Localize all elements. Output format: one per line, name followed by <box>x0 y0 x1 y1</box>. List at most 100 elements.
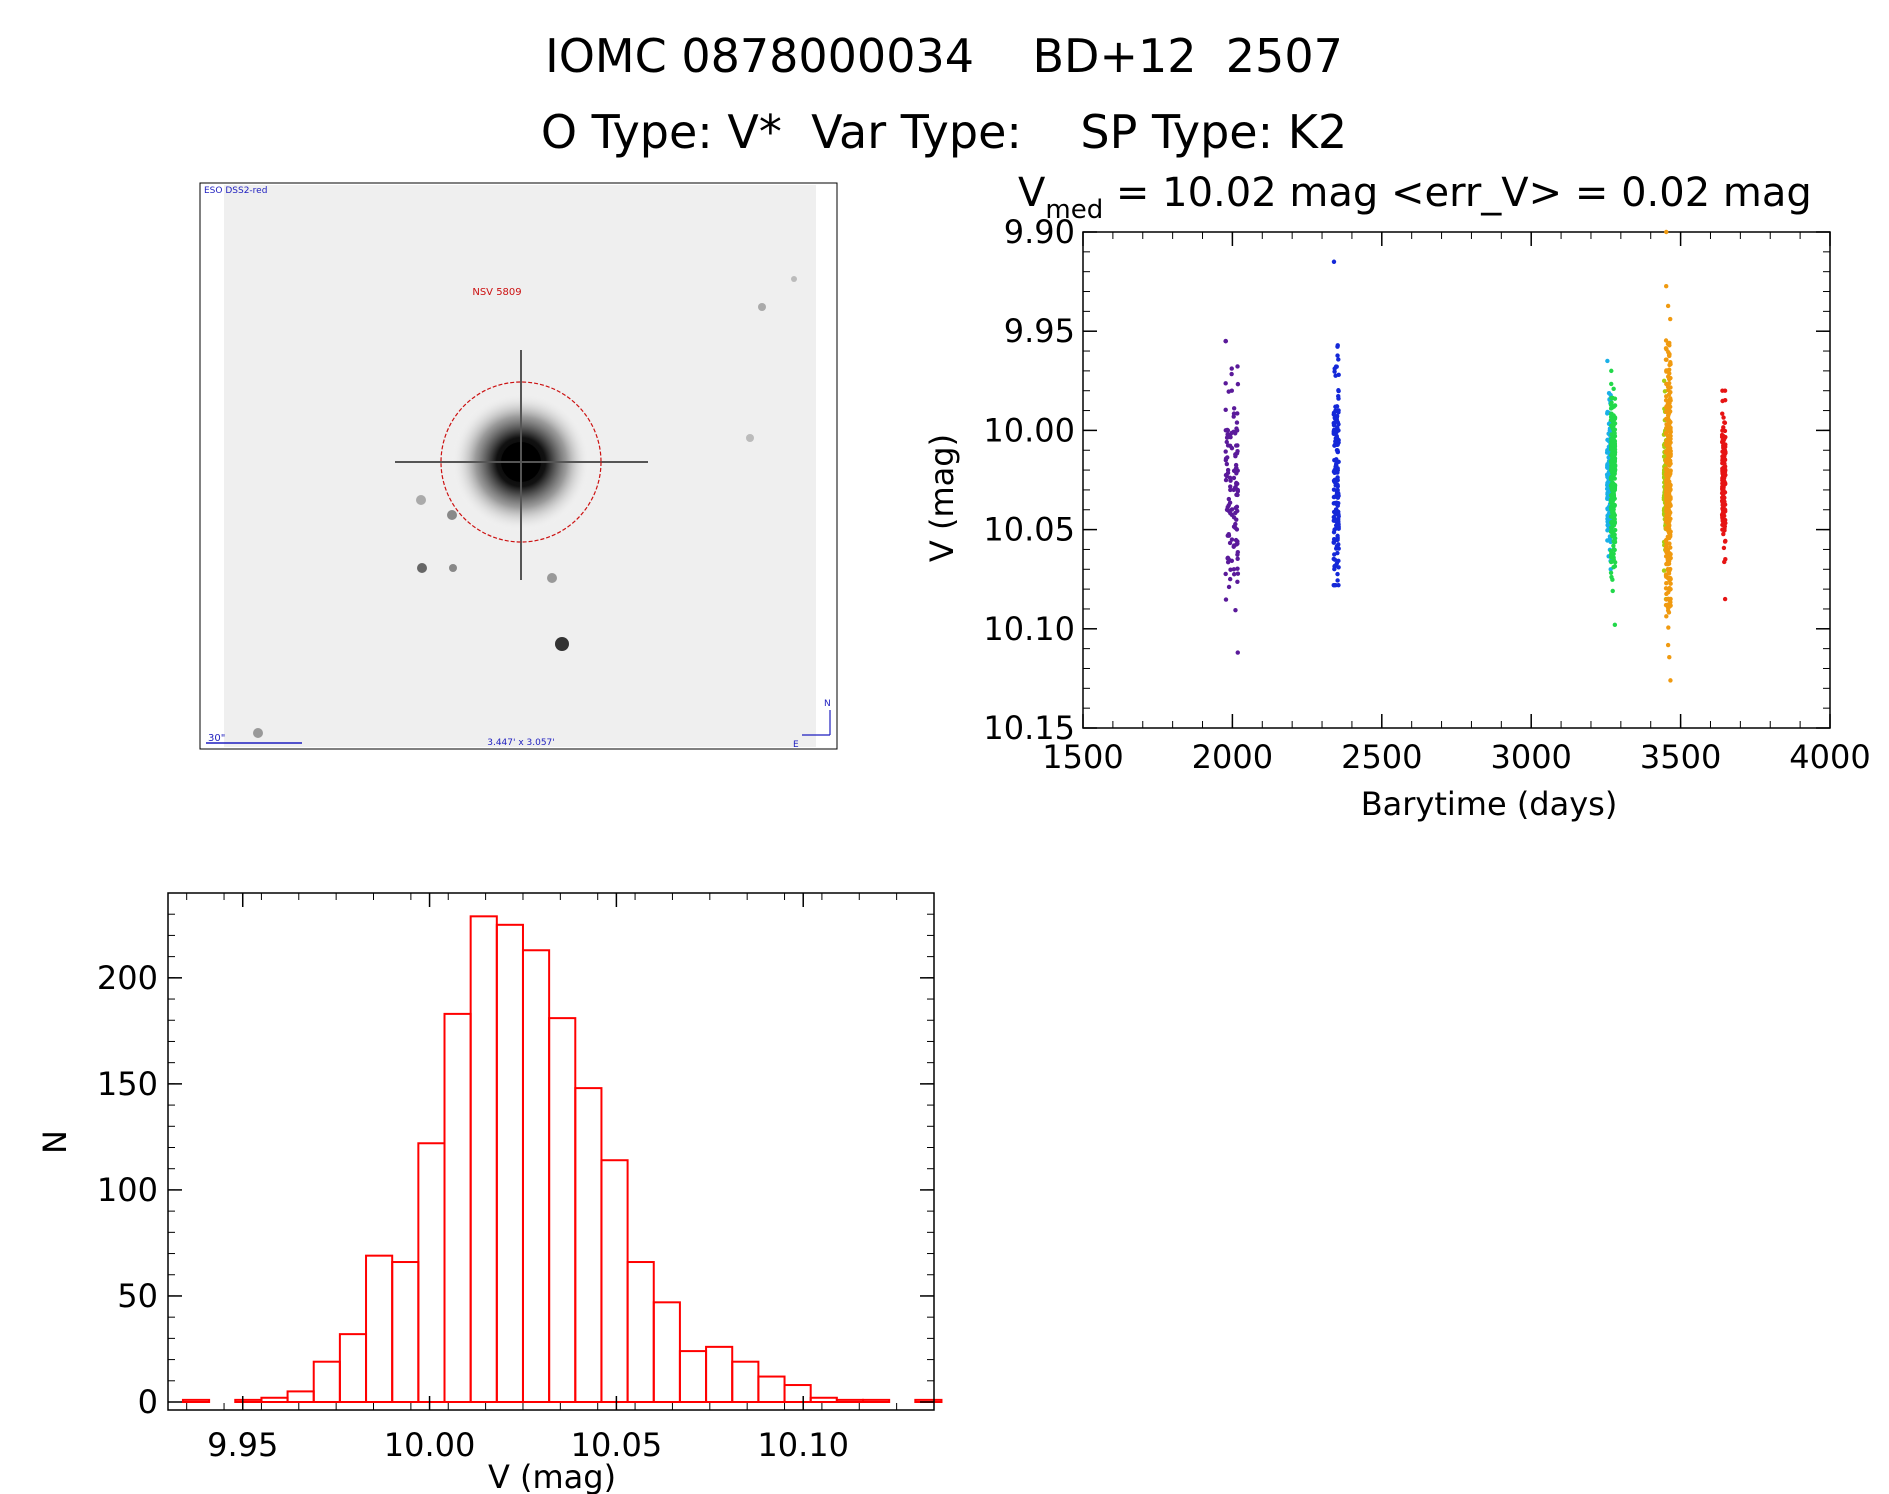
data-point <box>1723 556 1728 562</box>
data-point <box>1721 503 1726 509</box>
histogram-axes: 9.95 10.00 10.05 10.10 0 50 100 150 200 <box>97 892 935 1464</box>
data-point <box>1664 502 1669 508</box>
data-point <box>1224 507 1230 512</box>
data-point <box>1235 381 1241 387</box>
data-point <box>1665 451 1671 457</box>
data-point <box>1720 428 1725 433</box>
title-subscript: med <box>1045 195 1103 225</box>
light-curve-title: Vmed = 10.02 mag <err_V> = 0.02 mag <box>1018 170 1812 225</box>
data-point <box>1608 406 1614 411</box>
data-point <box>1667 575 1672 581</box>
histogram-bar <box>365 1254 394 1403</box>
data-point <box>1667 470 1672 476</box>
data-point <box>1611 547 1617 552</box>
data-point <box>1663 477 1669 483</box>
data-point <box>1667 409 1673 414</box>
data-point <box>1667 567 1672 573</box>
data-point <box>1235 556 1240 562</box>
data-point <box>1721 487 1726 493</box>
data-point <box>1228 567 1233 572</box>
data-point <box>1667 362 1672 368</box>
data-point <box>1721 545 1727 551</box>
data-point <box>1722 448 1727 453</box>
data-point <box>1723 520 1728 526</box>
data-point <box>1720 398 1725 404</box>
data-point <box>1665 507 1671 512</box>
histogram-bar <box>574 1087 603 1404</box>
field-star <box>547 573 557 583</box>
data-point <box>1665 642 1671 648</box>
data-point <box>1612 441 1618 446</box>
data-point <box>1720 467 1725 473</box>
data-point <box>1668 398 1673 403</box>
data-point <box>1231 475 1237 481</box>
data-point <box>1223 449 1228 454</box>
data-point <box>1605 513 1610 518</box>
data-point <box>1666 419 1672 424</box>
data-point <box>1335 578 1340 583</box>
data-point <box>1331 487 1337 492</box>
data-point <box>1234 420 1240 425</box>
data-point <box>1336 512 1341 517</box>
histogram-bar <box>678 1350 708 1403</box>
data-point <box>1667 353 1672 359</box>
data-point <box>1336 565 1341 570</box>
data-point <box>1235 650 1240 655</box>
data-point <box>1225 467 1231 473</box>
histogram-bar <box>312 1360 341 1404</box>
histogram-bar <box>783 1384 812 1403</box>
data-point <box>1223 477 1229 483</box>
data-point <box>1663 537 1669 543</box>
data-point <box>1665 557 1670 562</box>
field-star <box>746 434 754 442</box>
data-point <box>1666 511 1672 517</box>
data-point <box>1719 432 1725 438</box>
data-point <box>1612 403 1618 408</box>
data-point <box>1333 408 1338 413</box>
data-point <box>1666 625 1671 630</box>
data-point <box>1612 539 1618 545</box>
data-point <box>1334 502 1340 507</box>
data-point <box>1334 404 1340 409</box>
field-star <box>447 510 457 520</box>
data-point <box>1610 395 1615 401</box>
object-label: NSV 5809 <box>472 287 521 298</box>
data-point <box>1664 467 1669 473</box>
data-point <box>1666 590 1671 595</box>
y-tick-label: 10.10 <box>983 610 1075 648</box>
data-point <box>1609 381 1614 387</box>
data-point <box>1663 357 1669 362</box>
data-point <box>1223 381 1228 386</box>
data-point <box>1664 498 1669 504</box>
data-point <box>1336 582 1341 588</box>
data-point <box>1234 542 1239 547</box>
data-point <box>1233 505 1238 511</box>
data-point <box>1234 517 1239 522</box>
data-point <box>1665 608 1671 613</box>
field-star <box>417 563 427 573</box>
histogram-bar <box>521 949 551 1403</box>
data-point <box>1668 502 1673 508</box>
histogram-bar <box>391 1261 420 1404</box>
data-point <box>1722 524 1728 529</box>
x-tick-label: 2000 <box>1192 738 1273 776</box>
data-point <box>1334 459 1339 464</box>
data-point <box>1663 486 1669 491</box>
data-point <box>1611 511 1617 516</box>
data-point <box>1331 259 1337 264</box>
x-tick-label: 10.05 <box>571 1426 663 1464</box>
data-point <box>1227 540 1233 546</box>
data-point <box>1609 467 1614 473</box>
data-point <box>1605 409 1610 415</box>
data-point <box>1666 528 1671 533</box>
x-tick-label: 2500 <box>1341 738 1422 776</box>
data-point <box>1224 439 1229 445</box>
data-point <box>1663 409 1669 414</box>
data-point <box>1664 394 1669 399</box>
data-point <box>1610 451 1615 456</box>
data-point <box>1231 567 1237 572</box>
data-point <box>1609 559 1614 565</box>
data-point <box>1231 406 1237 411</box>
data-point <box>1235 411 1240 416</box>
data-point <box>1605 448 1610 453</box>
